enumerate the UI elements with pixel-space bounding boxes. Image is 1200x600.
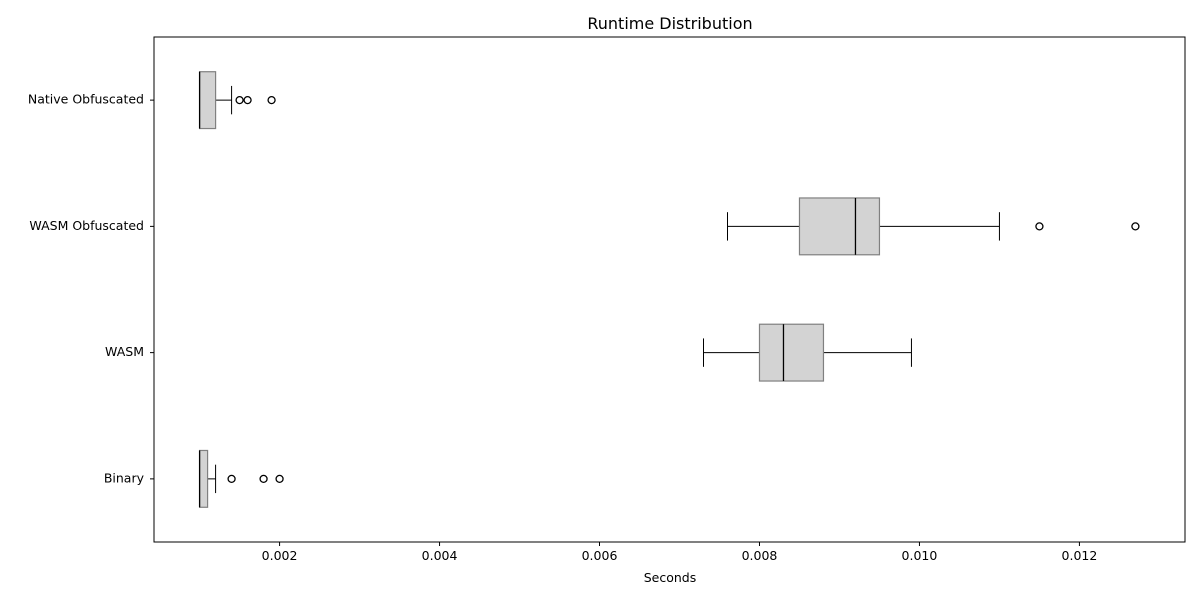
plot-frame [153,36,1186,543]
y-tick-label: WASM Obfuscated [29,218,144,233]
outlier-point [243,95,252,105]
y-tick-label: Binary [104,470,145,485]
y-tick-label: WASM [105,344,144,359]
box-group [198,71,276,130]
y-axis: Binary WASM WASM Obfuscated Native Obfuscat… [28,92,154,485]
outlier-point [1131,222,1140,231]
x-tick-label: 0.010 [902,548,938,563]
box-iqr [198,449,209,508]
outlier-point [275,474,284,484]
x-tick-label: 0.002 [262,548,298,563]
x-tick-label: 0.008 [742,548,778,563]
outlier-point [259,474,268,484]
chart-title: Runtime Distribution [587,14,752,33]
box-group [702,323,912,382]
box-iqr [198,71,217,130]
y-tick-label: Native Obfuscated [28,92,144,107]
box-group [198,449,284,508]
x-axis-label: Seconds [644,570,697,585]
outlier-point [1035,222,1044,231]
x-tick-label: 0.004 [422,548,458,563]
plot-area [198,71,1140,508]
box-group [726,197,1140,256]
box-iqr [758,323,825,382]
outlier-point [227,474,236,484]
outlier-point [267,95,276,105]
box-iqr [798,197,881,256]
outlier-point [235,95,244,105]
x-tick-label: 0.006 [582,548,618,563]
x-axis: 0.002 0.004 0.006 0.008 0.010 0.012 [262,542,1098,563]
x-tick-label: 0.012 [1062,548,1098,563]
